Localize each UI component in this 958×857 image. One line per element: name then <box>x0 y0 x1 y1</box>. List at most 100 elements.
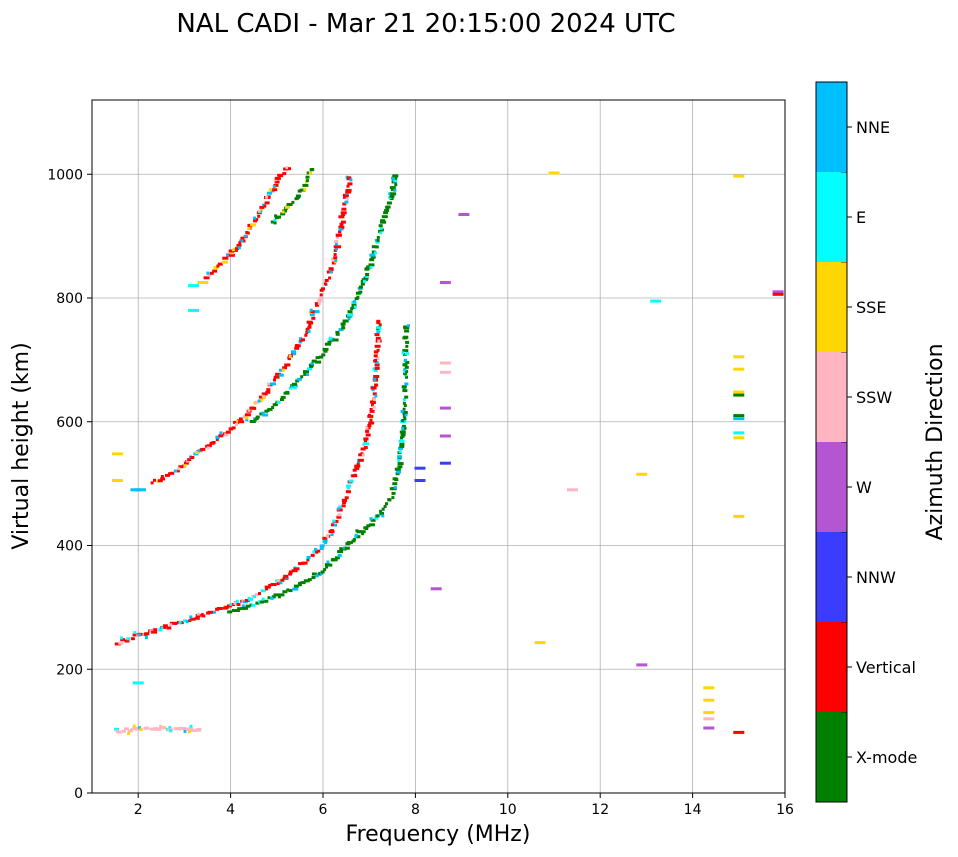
echo-point <box>217 262 223 266</box>
echo-point <box>292 382 297 386</box>
echo-point <box>264 409 269 413</box>
echo-point <box>213 266 219 270</box>
echo-point <box>337 550 344 554</box>
echo-point <box>245 604 251 608</box>
echo-point <box>345 197 349 201</box>
echo-point <box>310 553 315 557</box>
echo-point <box>334 247 338 251</box>
echo-point <box>328 267 334 271</box>
echo-point <box>310 310 317 314</box>
echo-point <box>357 458 364 462</box>
echo-point <box>225 430 231 434</box>
echo-point <box>306 320 313 324</box>
echo-point <box>311 359 317 363</box>
echo-point <box>300 581 306 585</box>
echo-point <box>212 269 218 273</box>
echo-point <box>207 273 211 277</box>
echo-point <box>160 475 164 478</box>
echo-point <box>309 168 314 172</box>
echo-point <box>176 469 180 473</box>
echo-point <box>211 441 216 444</box>
echo-point <box>733 417 745 421</box>
echo-point <box>397 458 401 462</box>
echo-point <box>373 369 378 373</box>
echo-point <box>158 726 162 730</box>
echo-point <box>352 538 356 541</box>
echo-point <box>259 205 265 209</box>
echo-point <box>733 436 745 440</box>
echo-point <box>398 446 403 450</box>
echo-point <box>319 355 324 359</box>
echo-point <box>375 240 380 244</box>
echo-point <box>187 458 192 462</box>
echo-point <box>244 413 251 417</box>
echo-point <box>401 385 407 389</box>
echo-point <box>268 583 272 587</box>
echo-point <box>325 565 329 569</box>
echo-point <box>236 419 240 423</box>
echo-point <box>114 642 121 646</box>
echo-point <box>231 609 235 612</box>
echo-point <box>347 317 351 321</box>
data-points <box>111 166 784 735</box>
echo-point <box>179 621 184 625</box>
echo-point <box>149 629 153 633</box>
echo-point <box>268 188 272 192</box>
echo-point <box>361 278 368 282</box>
echo-point <box>368 421 375 425</box>
echo-point <box>153 628 158 632</box>
echo-point <box>231 426 236 430</box>
colorbar-frame <box>815 81 848 803</box>
echo-point <box>375 336 381 340</box>
echo-point <box>170 471 175 475</box>
echo-point <box>286 203 293 206</box>
echo-point <box>358 290 363 294</box>
echo-point <box>306 556 311 559</box>
echo-point <box>260 398 264 402</box>
echo-point <box>315 574 319 578</box>
echo-point <box>215 438 219 442</box>
echo-point <box>303 188 307 192</box>
echo-point <box>150 481 154 485</box>
echo-point <box>139 728 143 732</box>
echo-point <box>270 596 274 600</box>
echo-point <box>293 584 299 588</box>
plot-area-frame <box>91 99 786 794</box>
echo-point <box>345 188 352 192</box>
echo-point <box>177 467 181 471</box>
echo-point <box>371 250 376 254</box>
echo-point <box>236 243 242 247</box>
echo-point <box>329 270 333 274</box>
echo-point <box>390 192 397 196</box>
colorbar-segment <box>816 532 847 622</box>
echo-point <box>240 239 244 243</box>
echo-point <box>252 406 257 410</box>
echo-point <box>430 587 442 591</box>
echo-point <box>341 504 346 508</box>
echo-point <box>378 323 382 327</box>
echo-point <box>253 595 257 599</box>
echo-point <box>301 561 308 565</box>
echo-point <box>323 568 327 572</box>
echo-point <box>272 188 278 192</box>
echo-point <box>276 582 280 586</box>
echo-point <box>338 230 342 234</box>
echo-point <box>324 342 331 346</box>
echo-point <box>375 357 380 360</box>
echo-point <box>318 296 323 300</box>
echo-point <box>178 726 185 730</box>
echo-point <box>360 282 365 286</box>
echo-point <box>261 394 265 398</box>
echo-point <box>403 370 407 374</box>
y-tick-label: 200 <box>56 662 83 678</box>
echo-point <box>263 204 267 208</box>
echo-point <box>414 466 426 470</box>
echo-point <box>288 386 292 390</box>
colorbar-label: Vertical <box>856 658 916 677</box>
echo-point <box>323 282 327 286</box>
echo-point <box>383 505 387 508</box>
echo-point <box>253 418 257 422</box>
echo-point <box>385 207 389 211</box>
echo-point <box>389 197 394 200</box>
echo-point <box>245 416 249 420</box>
